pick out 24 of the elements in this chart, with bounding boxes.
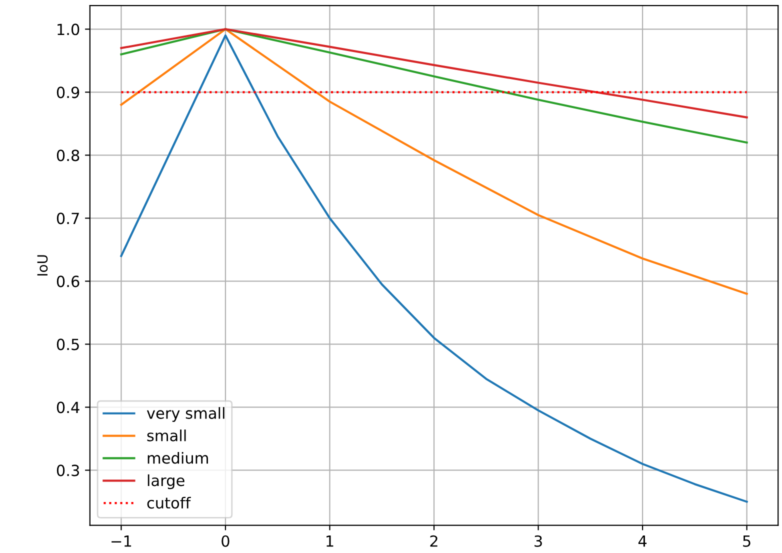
x-tick-label: 5 — [743, 536, 750, 547]
x-tick-label: 2 — [430, 535, 438, 547]
y-tick-label: 0.4 — [56, 402, 80, 414]
legend-label: large — [148, 474, 184, 490]
line-series — [120, 28, 748, 118]
line-series — [120, 28, 748, 295]
y-axis-title: IoU — [37, 255, 48, 276]
x-tick-label: 3 — [534, 535, 542, 547]
y-tick-label: 0.7 — [56, 212, 79, 224]
y-tick-label: 0.6 — [56, 276, 80, 288]
x-tick-label: −1 — [112, 536, 132, 547]
legend-label: cutoff — [147, 496, 191, 509]
x-tick-label: 1 — [326, 536, 334, 547]
y-tick-label: 0.9 — [56, 86, 80, 98]
y-tick-label: 1.0 — [58, 24, 80, 36]
x-tick-label: 0 — [222, 535, 230, 547]
y-tick-label: 0.5 — [56, 338, 79, 350]
x-tick-label: 4 — [638, 536, 647, 547]
y-tick-label: 0.3 — [56, 464, 79, 476]
y-tick-label: 0.8 — [56, 150, 80, 162]
legend-label: small — [147, 430, 186, 442]
legend-label: very small — [146, 407, 224, 422]
line-series — [120, 28, 748, 144]
legend-label: medium — [148, 452, 208, 464]
